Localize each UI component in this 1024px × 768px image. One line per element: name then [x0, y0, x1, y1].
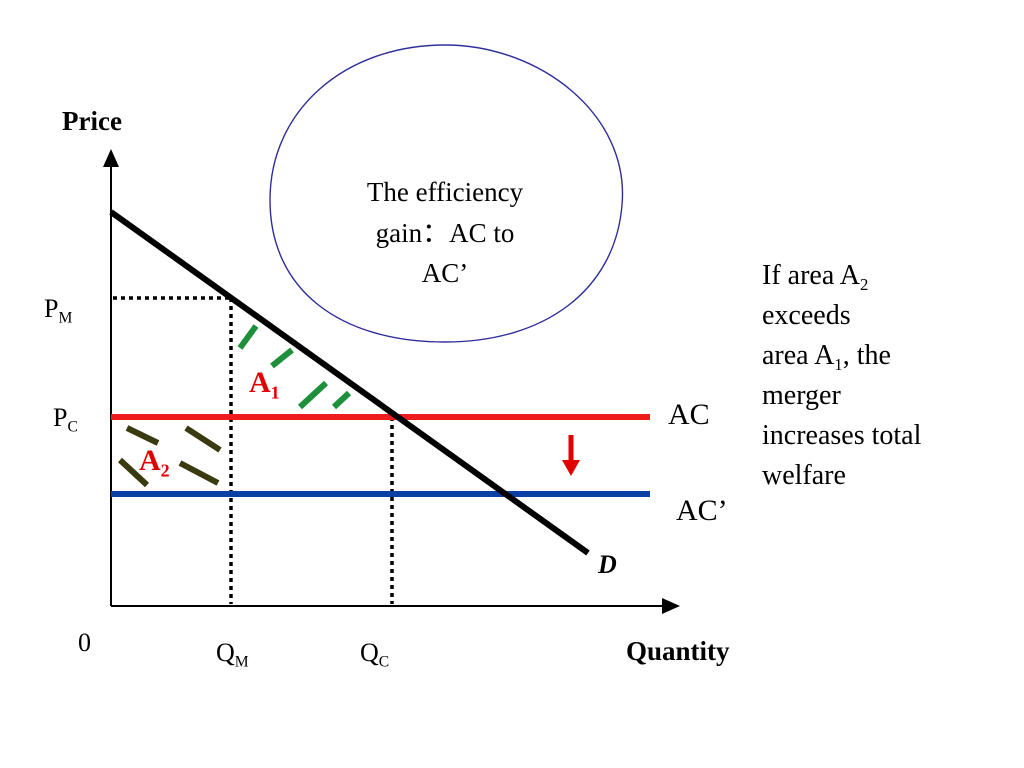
pc-label-sub: C [67, 418, 78, 436]
bubble-line-3: AC’ [421, 258, 469, 288]
a2-label: A2 [139, 444, 170, 480]
ac-label: AC [668, 398, 710, 431]
qc-label-base: Q [360, 638, 379, 667]
bubble-line-2: gain：AC to [375, 217, 515, 248]
pc-label: PC [53, 403, 78, 435]
bubble-line-1: The efficiency [366, 177, 524, 207]
qc-label-sub: C [378, 653, 390, 671]
note-line-3-text: area A [762, 340, 835, 372]
pc-label-base: P [53, 403, 68, 432]
note-line-3-sub: 1 [834, 354, 843, 374]
pm-label-base: P [44, 294, 59, 323]
note-line-3-tail: , the [842, 340, 891, 372]
cost-decrease-arrow [562, 435, 580, 476]
note-line-5: increases total [762, 420, 922, 452]
a2-hatching [117, 425, 222, 488]
welfare-note: If area A2 exceeds area A1, the merger i… [762, 256, 1012, 496]
demand-curve [109, 209, 590, 556]
bubble-text: The efficiency gain：AC to AC’ [330, 172, 560, 294]
qc-label: QC [360, 638, 389, 670]
x-axis-title: Quantity [626, 636, 730, 666]
note-line-4: merger [762, 380, 841, 412]
note-line-1-text: If area A [762, 260, 860, 291]
origin-label: 0 [78, 628, 91, 657]
pm-label-sub: M [58, 309, 73, 327]
pm-label: PM [44, 294, 72, 326]
note-line-2: exceeds [762, 300, 851, 332]
demand-label: D [598, 550, 617, 579]
ac-prime-label: AC’ [676, 494, 728, 527]
a1-label: A1 [249, 366, 280, 402]
note-line-3: area A1, the [762, 336, 1012, 376]
a1-hatching [237, 324, 352, 410]
a1-label-base: A [249, 366, 271, 399]
a2-label-sub: 2 [160, 460, 170, 481]
note-line-1: If area A2 [762, 256, 1012, 296]
a2-label-base: A [139, 444, 161, 477]
efficiency-bubble [269, 44, 624, 343]
qm-label-base: Q [216, 638, 235, 667]
qm-label-sub: M [234, 653, 249, 671]
a1-label-sub: 1 [270, 382, 280, 403]
note-line-6: welfare [762, 460, 846, 492]
qm-label: QM [216, 638, 249, 670]
y-axis-title: Price [62, 106, 122, 136]
note-line-1-sub: 2 [859, 274, 869, 294]
